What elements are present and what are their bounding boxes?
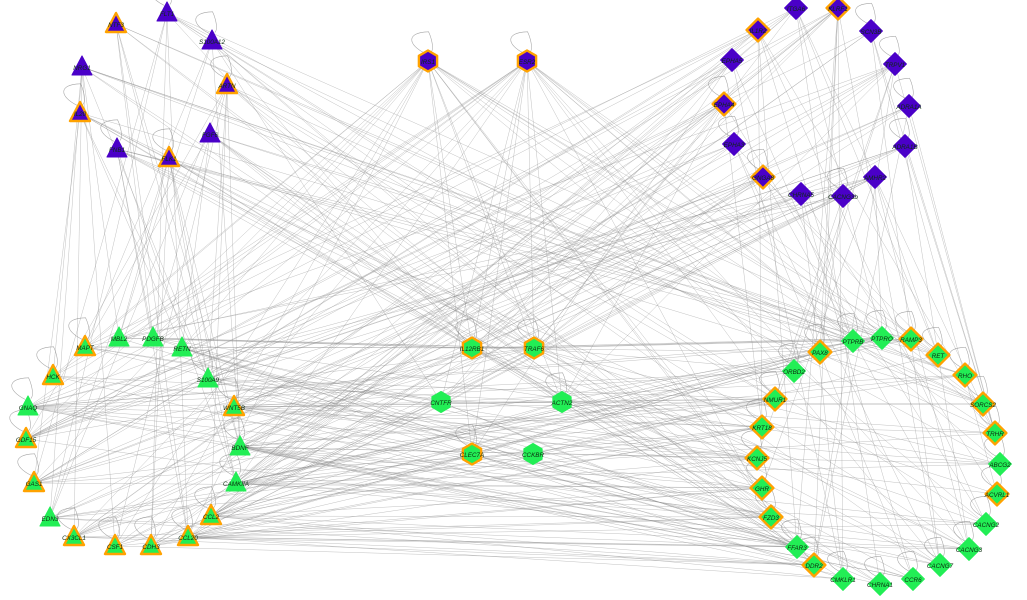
svg-text:EDN3: EDN3: [42, 516, 59, 523]
svg-text:TRHR: TRHR: [986, 431, 1004, 438]
svg-text:CACNG2: CACNG2: [973, 522, 1000, 529]
svg-text:MAPT: MAPT: [76, 345, 95, 352]
svg-text:CACNG3: CACNG3: [956, 547, 983, 554]
svg-text:EPHA3: EPHA3: [724, 142, 745, 149]
svg-text:CHRNA1: CHRNA1: [867, 582, 893, 589]
svg-text:RET: RET: [932, 353, 946, 360]
svg-text:ARTN: ARTN: [217, 83, 235, 90]
svg-text:ESR2: ESR2: [519, 59, 536, 66]
svg-text:CCL20: CCL20: [178, 535, 198, 542]
svg-text:PAX8: PAX8: [812, 350, 828, 357]
svg-text:CX3CL1: CX3CL1: [62, 535, 86, 542]
svg-text:ABCG2: ABCG2: [988, 462, 1011, 469]
svg-text:CCKBR: CCKBR: [522, 452, 544, 459]
svg-text:CDH3: CDH3: [142, 544, 160, 551]
svg-text:NMUR1: NMUR1: [764, 397, 786, 404]
svg-text:FLT1: FLT1: [160, 11, 174, 18]
svg-text:CACNG3b: CACNG3b: [828, 194, 858, 201]
svg-text:CCR6: CCR6: [904, 577, 922, 584]
svg-text:AMHR2: AMHR2: [863, 175, 887, 182]
svg-text:PDGFB: PDGFB: [142, 336, 164, 343]
svg-text:ITGA6: ITGA6: [787, 6, 806, 13]
svg-text:CMKLR1: CMKLR1: [830, 577, 856, 584]
svg-text:GNAQ: GNAQ: [19, 405, 38, 412]
svg-text:FGF6: FGF6: [202, 132, 219, 139]
svg-text:SCN3B: SCN3B: [861, 29, 882, 36]
svg-text:PTPRO: PTPRO: [871, 336, 893, 343]
svg-text:ACTN2: ACTN2: [551, 400, 573, 407]
svg-text:MBL2: MBL2: [111, 336, 128, 343]
svg-text:ADRA1A: ADRA1A: [895, 104, 921, 111]
svg-text:FLK1: FLK1: [161, 156, 176, 163]
svg-text:IL20: IL20: [74, 111, 87, 118]
svg-text:RETN: RETN: [173, 346, 191, 353]
svg-text:BDNF: BDNF: [231, 445, 249, 452]
svg-text:CSF1: CSF1: [107, 544, 123, 551]
svg-text:NTF3: NTF3: [108, 22, 124, 29]
svg-text:ORBD2: ORBD2: [783, 369, 805, 376]
svg-text:GDF15: GDF15: [16, 437, 37, 444]
svg-text:KLRF1: KLRF1: [828, 6, 848, 13]
svg-text:S100A9: S100A9: [197, 377, 220, 384]
svg-text:FZD3: FZD3: [763, 515, 779, 522]
svg-text:CACNG7: CACNG7: [927, 563, 954, 570]
svg-text:S100A12: S100A12: [199, 39, 225, 46]
svg-text:CNTFR: CNTFR: [430, 400, 452, 407]
svg-text:WNT5B: WNT5B: [223, 405, 245, 412]
svg-text:HCK: HCK: [46, 374, 60, 381]
svg-text:ACVRL1: ACVRL1: [984, 492, 1010, 499]
svg-text:IRS1: IRS1: [421, 59, 435, 66]
svg-text:GAS1: GAS1: [26, 481, 43, 488]
svg-text:NRG1: NRG1: [73, 65, 91, 72]
svg-text:DDR2: DDR2: [805, 563, 823, 570]
svg-text:GHR: GHR: [755, 486, 769, 493]
svg-text:CCL2: CCL2: [203, 514, 220, 521]
svg-text:RHO: RHO: [958, 373, 972, 380]
svg-text:IL1R2: IL1R2: [750, 28, 767, 35]
svg-text:ADRA1B: ADRA1B: [891, 144, 917, 151]
svg-text:FNB1: FNB1: [109, 147, 125, 154]
svg-text:IL12RB1: IL12RB1: [460, 346, 485, 353]
svg-text:EPHA4: EPHA4: [714, 102, 735, 109]
svg-text:KCNJ5: KCNJ5: [747, 456, 767, 463]
svg-text:TRPV1: TRPV1: [885, 62, 905, 69]
svg-text:RAMP3: RAMP3: [900, 337, 922, 344]
svg-text:KRT18: KRT18: [752, 425, 772, 432]
svg-text:CAMKIIA: CAMKIIA: [223, 481, 249, 488]
svg-text:PTPRB: PTPRB: [843, 339, 864, 346]
svg-text:GNGA8: GNGA8: [752, 175, 775, 182]
svg-text:FFAR3: FFAR3: [787, 545, 807, 552]
svg-text:SORCS2: SORCS2: [970, 402, 996, 409]
svg-text:CLEC7A: CLEC7A: [460, 452, 485, 459]
svg-text:TRAF6: TRAF6: [524, 346, 544, 353]
svg-text:CHRNA5: CHRNA5: [788, 192, 814, 199]
svg-text:EPHA5: EPHA5: [722, 58, 743, 65]
